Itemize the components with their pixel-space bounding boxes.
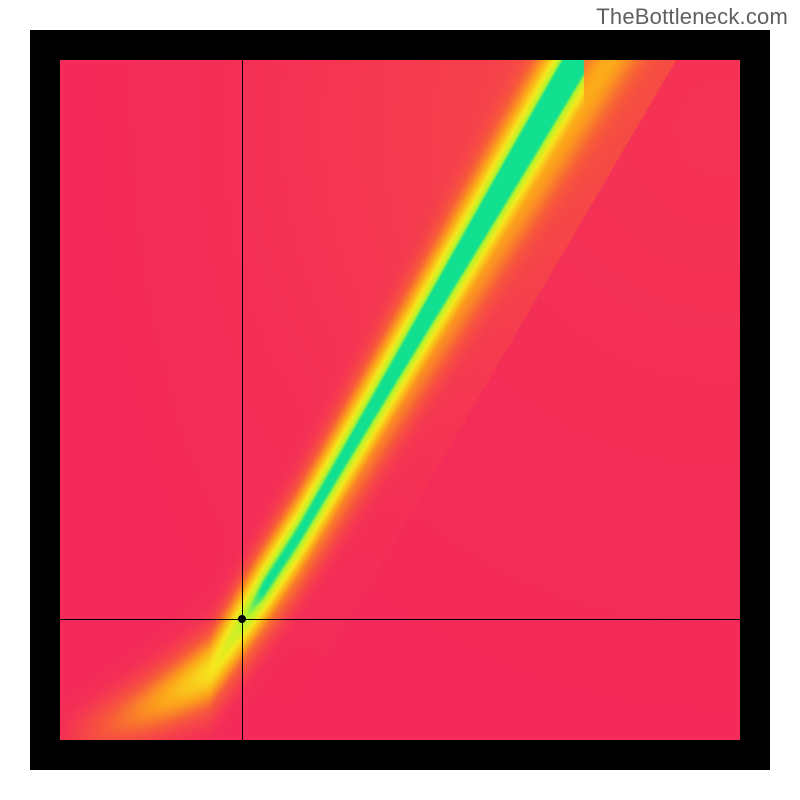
crosshair-horizontal xyxy=(60,619,740,620)
crosshair-vertical xyxy=(242,60,243,740)
chart-frame xyxy=(30,30,770,770)
heatmap-plot-area xyxy=(60,60,740,740)
heatmap-canvas xyxy=(60,60,740,740)
watermark-text: TheBottleneck.com xyxy=(596,4,788,30)
marker-point xyxy=(238,615,246,623)
